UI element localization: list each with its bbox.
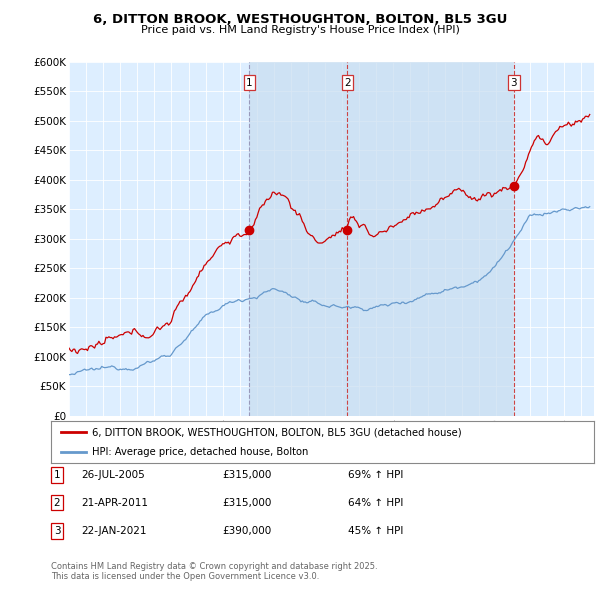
Text: 3: 3: [53, 526, 61, 536]
Text: Price paid vs. HM Land Registry's House Price Index (HPI): Price paid vs. HM Land Registry's House …: [140, 25, 460, 35]
Text: 64% ↑ HPI: 64% ↑ HPI: [348, 498, 403, 507]
Text: 69% ↑ HPI: 69% ↑ HPI: [348, 470, 403, 480]
Text: 1: 1: [53, 470, 61, 480]
Text: £315,000: £315,000: [222, 498, 271, 507]
Text: 45% ↑ HPI: 45% ↑ HPI: [348, 526, 403, 536]
Text: 3: 3: [511, 78, 517, 87]
Text: 26-JUL-2005: 26-JUL-2005: [81, 470, 145, 480]
Text: HPI: Average price, detached house, Bolton: HPI: Average price, detached house, Bolt…: [92, 447, 308, 457]
Text: £390,000: £390,000: [222, 526, 271, 536]
Text: 21-APR-2011: 21-APR-2011: [81, 498, 148, 507]
Text: 6, DITTON BROOK, WESTHOUGHTON, BOLTON, BL5 3GU (detached house): 6, DITTON BROOK, WESTHOUGHTON, BOLTON, B…: [92, 427, 461, 437]
Text: 22-JAN-2021: 22-JAN-2021: [81, 526, 146, 536]
Text: 6, DITTON BROOK, WESTHOUGHTON, BOLTON, BL5 3GU: 6, DITTON BROOK, WESTHOUGHTON, BOLTON, B…: [93, 13, 507, 26]
Text: £315,000: £315,000: [222, 470, 271, 480]
Bar: [250, 62, 514, 416]
Text: 2: 2: [53, 498, 61, 507]
Text: 1: 1: [246, 78, 253, 87]
Text: 2: 2: [344, 78, 351, 87]
Text: Contains HM Land Registry data © Crown copyright and database right 2025.
This d: Contains HM Land Registry data © Crown c…: [51, 562, 377, 581]
